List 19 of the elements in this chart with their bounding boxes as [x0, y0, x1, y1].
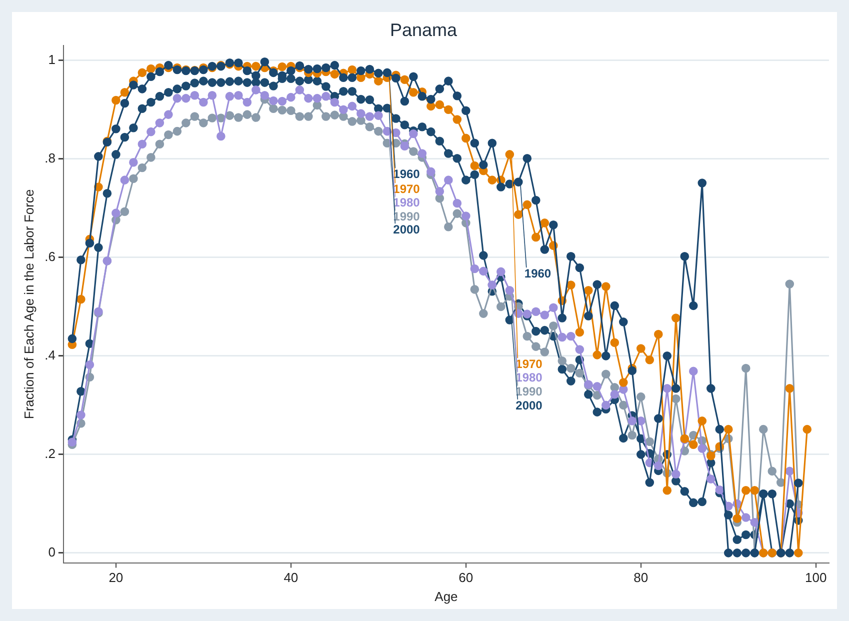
y-tick-label: .2 [44, 446, 56, 462]
x-axis-title: Age [434, 588, 458, 604]
annotation: 2000 [393, 222, 420, 236]
y-tick-label: 0 [48, 544, 56, 560]
x-tick-label: 40 [284, 570, 298, 586]
y-tick-label: 1 [48, 52, 56, 67]
annotation: 2000 [516, 398, 543, 412]
annotation: 1960 [524, 266, 552, 280]
x-tick-label: 100 [805, 570, 827, 586]
y-axis-title: Fraction of Each Age in the Labor Force [21, 189, 36, 420]
y-tick-label: .8 [44, 150, 56, 166]
y-tick-label: .6 [44, 248, 56, 264]
annotation: 1970 [516, 356, 543, 371]
x-tick-label: 60 [458, 570, 474, 586]
annotation: 1970 [393, 182, 420, 196]
x-tick-label: 20 [108, 570, 124, 586]
chart-title: Panama [390, 20, 458, 40]
x-tick-label: 80 [634, 570, 648, 586]
y-tick-label: .4 [44, 348, 56, 362]
